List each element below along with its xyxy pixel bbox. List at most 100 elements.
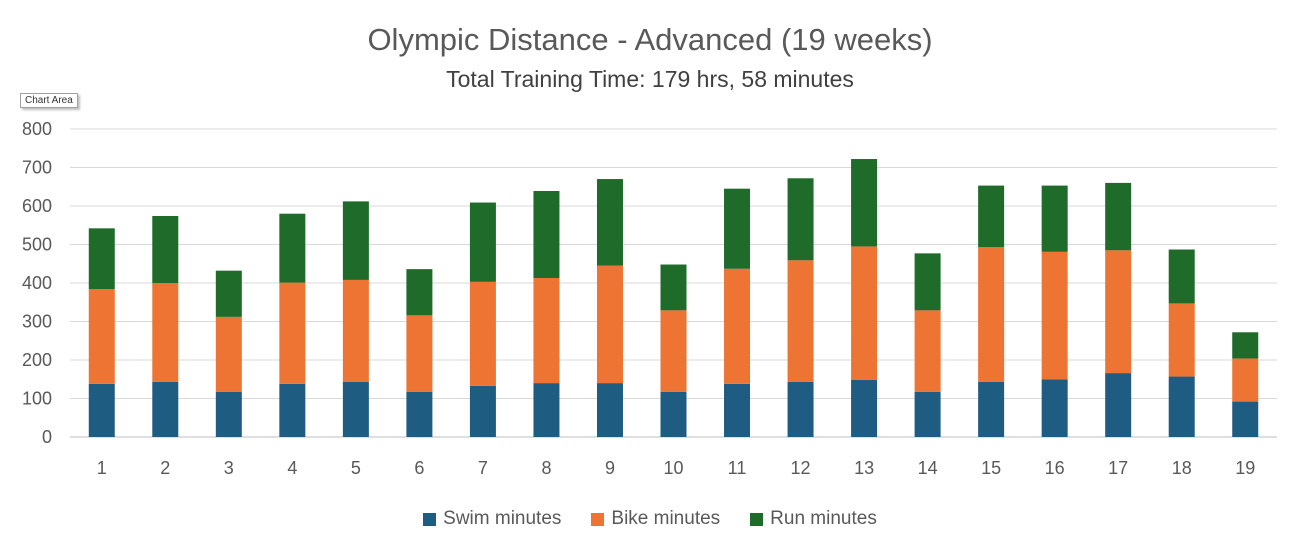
bar-week-1-run-minutes[interactable] <box>88 228 115 290</box>
y-tick-label: 200 <box>22 350 52 370</box>
y-tick-label: 0 <box>42 427 52 447</box>
legend-label: Bike minutes <box>611 508 721 529</box>
bar-week-13-bike-minutes[interactable] <box>851 246 878 381</box>
x-tick-label: 19 <box>1235 458 1255 478</box>
bar-week-1-bike-minutes[interactable] <box>88 289 115 384</box>
bar-week-11-swim-minutes[interactable] <box>724 383 751 437</box>
bar-week-4-bike-minutes[interactable] <box>279 282 306 384</box>
bar-week-4-swim-minutes[interactable] <box>279 383 306 437</box>
bar-week-7-swim-minutes[interactable] <box>469 385 496 437</box>
x-tick-label: 15 <box>981 458 1001 478</box>
bar-week-11-run-minutes[interactable] <box>724 188 751 269</box>
bar-week-8-bike-minutes[interactable] <box>533 277 560 384</box>
bar-week-10-bike-minutes[interactable] <box>660 310 687 392</box>
bar-week-8-swim-minutes[interactable] <box>533 383 560 437</box>
bar-week-19-run-minutes[interactable] <box>1232 332 1259 359</box>
y-axis-labels: 0 100 200 300 400 500 600 700 800 <box>22 119 52 447</box>
bar-week-2-run-minutes[interactable] <box>152 216 179 283</box>
chart-area-tooltip: Chart Area <box>20 93 78 108</box>
y-tick-label: 700 <box>22 158 52 178</box>
bar-week-6-run-minutes[interactable] <box>406 269 433 316</box>
x-tick-label: 1 <box>97 458 107 478</box>
bar-week-6-swim-minutes[interactable] <box>406 391 433 437</box>
x-tick-label: 3 <box>224 458 234 478</box>
x-tick-label: 16 <box>1045 458 1065 478</box>
bar-week-19-bike-minutes[interactable] <box>1232 358 1259 402</box>
bar-week-1-swim-minutes[interactable] <box>88 383 115 437</box>
bar-week-10-swim-minutes[interactable] <box>660 391 687 437</box>
bar-week-5-run-minutes[interactable] <box>342 201 369 280</box>
x-tick-label: 2 <box>160 458 170 478</box>
legend-label: Swim minutes <box>443 508 562 529</box>
bar-week-14-bike-minutes[interactable] <box>914 310 941 392</box>
y-tick-label: 600 <box>22 196 52 216</box>
bar-week-6-bike-minutes[interactable] <box>406 315 433 392</box>
chart-title: Olympic Distance - Advanced (19 weeks) <box>367 22 933 57</box>
bar-week-3-bike-minutes[interactable] <box>215 316 242 392</box>
bar-week-8-run-minutes[interactable] <box>533 190 560 278</box>
y-tick-label: 800 <box>22 119 52 139</box>
bar-week-15-swim-minutes[interactable] <box>978 381 1005 437</box>
bar-week-16-bike-minutes[interactable] <box>1041 251 1068 380</box>
legend-swatch <box>423 512 437 526</box>
bar-week-17-bike-minutes[interactable] <box>1105 250 1132 374</box>
bar-week-14-run-minutes[interactable] <box>914 253 941 311</box>
chart-subtitle: Total Training Time: 179 hrs, 58 minutes <box>446 66 854 92</box>
legend: Swim minutes Bike minutes Run minutes <box>0 508 1300 530</box>
y-tick-label: 400 <box>22 273 52 293</box>
bar-week-15-run-minutes[interactable] <box>978 185 1005 248</box>
bar-week-9-bike-minutes[interactable] <box>596 265 623 384</box>
bar-week-13-run-minutes[interactable] <box>851 159 878 247</box>
bar-week-2-swim-minutes[interactable] <box>152 381 179 437</box>
bar-week-13-swim-minutes[interactable] <box>851 380 878 437</box>
bar-week-14-swim-minutes[interactable] <box>914 391 941 437</box>
x-tick-label: 8 <box>541 458 551 478</box>
bar-week-16-run-minutes[interactable] <box>1041 185 1068 252</box>
bar-week-5-bike-minutes[interactable] <box>342 279 369 382</box>
bar-week-12-swim-minutes[interactable] <box>787 381 814 437</box>
bar-week-17-swim-minutes[interactable] <box>1105 373 1132 437</box>
legend-item-swim-minutes[interactable]: Swim minutes <box>423 508 561 530</box>
bar-week-7-bike-minutes[interactable] <box>469 281 496 386</box>
bar-week-12-bike-minutes[interactable] <box>787 260 814 382</box>
y-tick-label: 100 <box>22 389 52 409</box>
bar-week-19-swim-minutes[interactable] <box>1232 401 1259 437</box>
bar-week-12-run-minutes[interactable] <box>787 178 814 261</box>
bar-week-9-run-minutes[interactable] <box>596 179 623 266</box>
bar-week-2-bike-minutes[interactable] <box>152 283 179 382</box>
legend-item-run-minutes[interactable]: Run minutes <box>750 508 877 530</box>
bar-week-10-run-minutes[interactable] <box>660 264 687 311</box>
legend-swatch <box>591 512 605 526</box>
bar-week-18-bike-minutes[interactable] <box>1168 303 1195 377</box>
bar-week-3-swim-minutes[interactable] <box>215 391 242 437</box>
x-tick-label: 9 <box>605 458 615 478</box>
x-tick-label: 17 <box>1108 458 1128 478</box>
bar-week-3-run-minutes[interactable] <box>215 270 242 317</box>
bar-week-5-swim-minutes[interactable] <box>342 381 369 437</box>
bar-week-16-swim-minutes[interactable] <box>1041 379 1068 437</box>
x-axis-labels: 1 2 3 4 5 6 7 8 9 10 11 12 13 14 15 16 17 18 19 <box>97 458 1255 478</box>
bar-week-18-swim-minutes[interactable] <box>1168 376 1195 437</box>
bar-week-4-run-minutes[interactable] <box>279 213 306 283</box>
x-tick-label: 4 <box>287 458 297 478</box>
bars <box>88 159 1259 437</box>
legend-item-bike-minutes[interactable]: Bike minutes <box>591 508 720 530</box>
bar-week-11-bike-minutes[interactable] <box>724 268 751 384</box>
x-tick-label: 18 <box>1172 458 1192 478</box>
x-tick-label: 6 <box>414 458 424 478</box>
bar-week-7-run-minutes[interactable] <box>469 202 496 282</box>
x-tick-label: 5 <box>351 458 361 478</box>
bar-week-17-run-minutes[interactable] <box>1105 182 1132 251</box>
x-tick-label: 14 <box>918 458 938 478</box>
bar-week-15-bike-minutes[interactable] <box>978 247 1005 382</box>
x-tick-label: 10 <box>663 458 683 478</box>
legend-swatch <box>750 512 764 526</box>
x-tick-label: 12 <box>791 458 811 478</box>
legend-label: Run minutes <box>770 508 877 529</box>
x-tick-label: 13 <box>854 458 874 478</box>
bar-week-18-run-minutes[interactable] <box>1168 249 1195 304</box>
bar-week-9-swim-minutes[interactable] <box>596 383 623 437</box>
y-tick-label: 300 <box>22 312 52 332</box>
